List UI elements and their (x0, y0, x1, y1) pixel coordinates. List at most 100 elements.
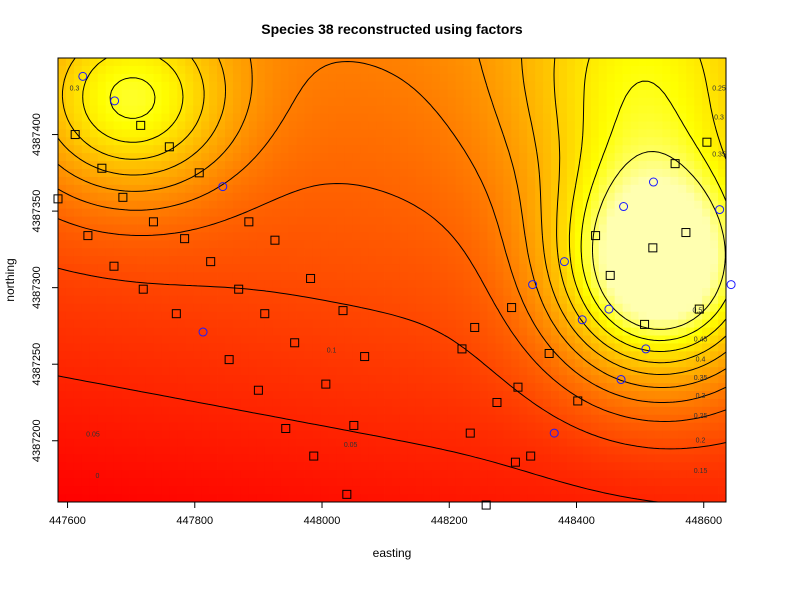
heatmap-cell (296, 462, 305, 471)
heatmap-cell (638, 145, 647, 154)
heatmap-cell (113, 97, 123, 106)
heatmap-cell (439, 240, 449, 249)
heatmap-cell (423, 184, 433, 194)
heatmap-cell (240, 73, 250, 83)
heatmap-cell (662, 454, 671, 463)
heatmap-cell (654, 89, 663, 99)
heatmap-cell (392, 391, 401, 400)
heatmap-cell (232, 311, 242, 321)
heatmap-cell (280, 81, 290, 91)
heatmap-cell (718, 438, 726, 447)
heatmap-cell (471, 478, 480, 487)
heatmap-cell (145, 406, 154, 416)
heatmap-cell (686, 113, 695, 122)
heatmap-cell (248, 113, 258, 122)
heatmap-cell (153, 422, 162, 432)
heatmap-cell (193, 391, 202, 400)
heatmap-cell (479, 494, 488, 502)
heatmap-cell (153, 153, 162, 162)
heatmap-cell (312, 406, 321, 416)
heatmap-cell (272, 414, 282, 424)
heatmap-cell (58, 184, 67, 194)
heatmap-cell (431, 343, 441, 352)
heatmap-cell (145, 65, 154, 75)
heatmap-cell (328, 184, 337, 194)
heatmap-cell (392, 81, 401, 91)
heatmap-cell (543, 192, 552, 202)
heatmap-cell (574, 176, 584, 186)
heatmap-cell (566, 462, 576, 471)
heatmap-cell (535, 454, 544, 463)
heatmap-cell (304, 224, 313, 233)
heatmap-cell (399, 137, 409, 146)
heatmap-cell (89, 391, 99, 400)
heatmap-cell (97, 343, 107, 352)
heatmap-cell (527, 383, 536, 392)
heatmap-cell (415, 446, 425, 455)
heatmap-cell (312, 446, 321, 455)
heatmap-cell (161, 264, 170, 273)
heatmap-cell (296, 176, 305, 186)
circle-point (218, 182, 228, 192)
heatmap-cell (376, 105, 385, 114)
heatmap-cell (710, 486, 719, 495)
heatmap-cell (423, 105, 433, 114)
heatmap-cell (551, 359, 560, 368)
heatmap-cell (336, 327, 345, 336)
heatmap-cell (336, 232, 345, 241)
heatmap-cell (304, 295, 313, 305)
heatmap-cell (185, 121, 194, 130)
heatmap-cell (129, 327, 138, 336)
heatmap-cell (702, 81, 711, 91)
heatmap-cell (217, 176, 226, 186)
heatmap-cell (97, 367, 107, 376)
heatmap-cell (105, 192, 115, 202)
heatmap-cell (614, 192, 624, 202)
heatmap-cell (97, 287, 107, 297)
heatmap-cell (543, 65, 552, 75)
heatmap-cell (694, 295, 703, 305)
heatmap-cell (654, 232, 663, 241)
heatmap-cell (360, 438, 369, 447)
heatmap-cell (598, 121, 608, 130)
heatmap-cell (622, 264, 631, 273)
heatmap-cell (105, 398, 115, 408)
heatmap-cell (447, 89, 457, 99)
heatmap-cell (392, 414, 401, 424)
heatmap-cell (185, 494, 194, 502)
heatmap-cell (145, 327, 154, 336)
heatmap-cell (392, 280, 401, 289)
heatmap-cell (225, 200, 234, 210)
heatmap-cell (264, 73, 274, 83)
heatmap-cell (519, 169, 528, 178)
heatmap-cell (606, 327, 616, 336)
heatmap-cell (312, 438, 321, 447)
heatmap-cell (328, 176, 337, 186)
heatmap-cell (566, 272, 576, 281)
heatmap-cell (288, 184, 297, 194)
heatmap-cell (511, 200, 520, 210)
heatmap-cell (209, 81, 218, 91)
heatmap-cell (479, 422, 488, 432)
heatmap-cell (320, 129, 329, 138)
heatmap-cell (360, 208, 369, 217)
heatmap-cell (463, 208, 472, 217)
heatmap-cell (312, 398, 321, 408)
contour-labels: 0.3 0.250.30.350.50.450.40.350.30.250.20.… (70, 85, 726, 479)
heatmap-cell (686, 121, 695, 130)
heatmap-cell (662, 430, 671, 439)
heatmap-cell (121, 145, 130, 154)
heatmap-cell (264, 319, 274, 328)
heatmap-cell (201, 113, 210, 122)
heatmap-cell (185, 351, 194, 360)
heatmap-cell (590, 295, 600, 305)
heatmap-cell (256, 192, 266, 202)
heatmap-cell (153, 398, 162, 408)
heatmap-cell (248, 478, 258, 487)
heatmap-cell (73, 176, 83, 186)
heatmap-cell (336, 311, 345, 321)
heatmap-cell (606, 462, 616, 471)
heatmap-cell (598, 406, 608, 416)
heatmap-cell (58, 303, 67, 313)
heatmap-cell (105, 200, 115, 210)
